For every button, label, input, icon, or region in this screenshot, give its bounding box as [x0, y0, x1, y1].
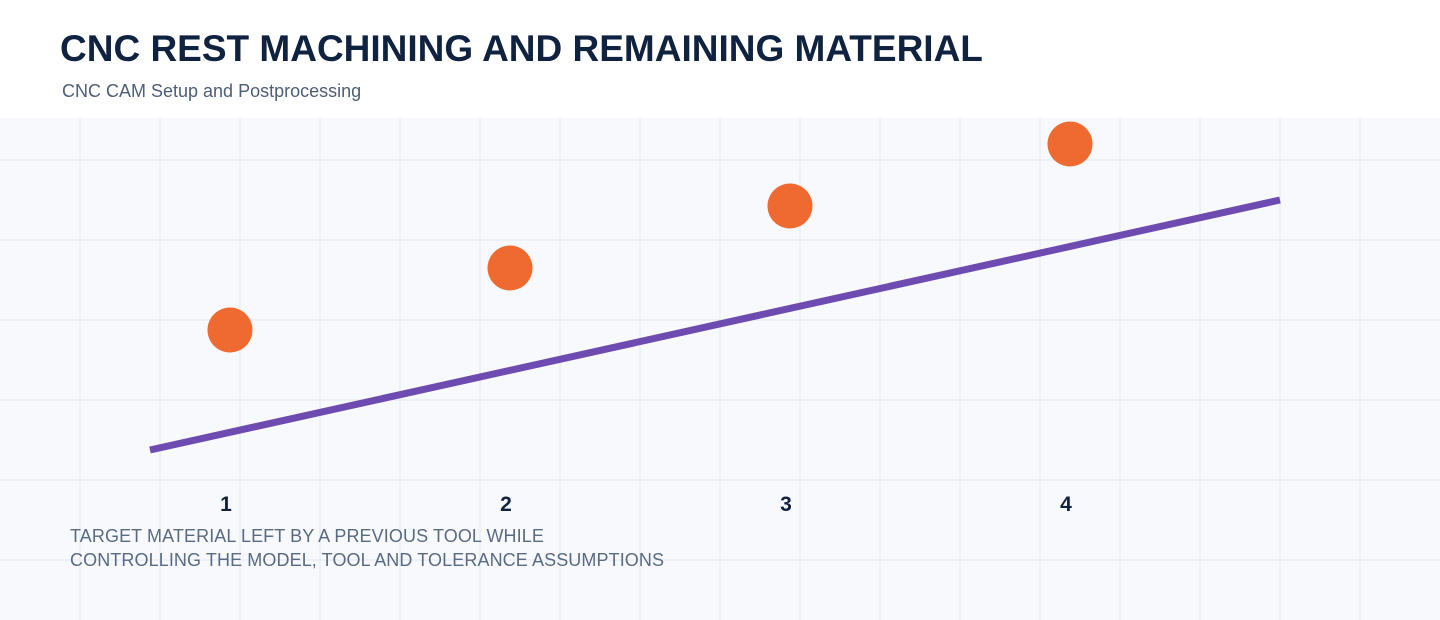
step-marker-2 [487, 245, 533, 291]
step-label-1: 1 [220, 493, 232, 516]
step-label-4: 4 [1060, 493, 1072, 516]
step-label-3: 3 [780, 493, 792, 516]
step-labels: 1 2 3 4 [220, 493, 1072, 516]
step-markers [207, 121, 1093, 353]
step-marker-4 [1047, 121, 1093, 167]
trend-line [149, 196, 1281, 454]
page-title: CNC REST MACHINING AND REMAINING MATERIA… [60, 28, 983, 69]
caption-line-1: TARGET MATERIAL LEFT BY A PREVIOUS TOOL … [70, 526, 544, 546]
caption-line-2: CONTROLLING THE MODEL, TOOL AND TOLERANC… [70, 549, 665, 570]
page-subtitle: CNC CAM Setup and Postprocessing [62, 81, 362, 101]
background-grid [0, 118, 1440, 620]
step-label-2: 2 [500, 493, 512, 516]
step-marker-1 [207, 307, 253, 353]
step-marker-3 [767, 183, 813, 229]
diagram-caption: TARGET MATERIAL LEFT BY A PREVIOUS TOOL … [70, 525, 664, 572]
